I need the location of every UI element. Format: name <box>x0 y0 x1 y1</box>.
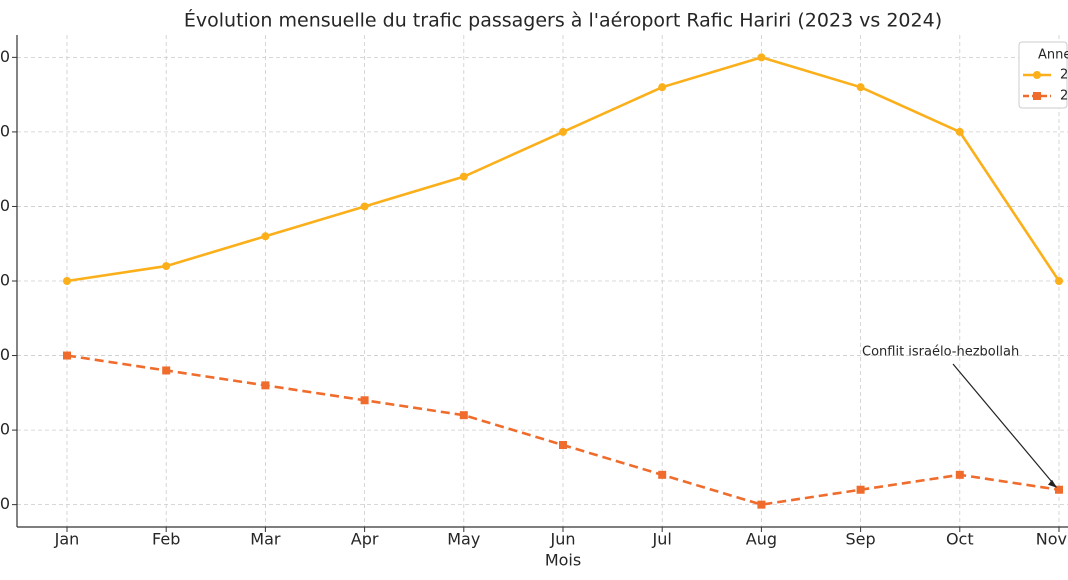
marker <box>559 127 567 136</box>
x-tick-label: Oct <box>946 530 974 549</box>
marker <box>856 83 865 92</box>
y-tick-label: 00 <box>0 494 10 513</box>
marker <box>261 232 270 241</box>
legend-marker <box>1033 92 1041 100</box>
y-tick-label: 00 <box>0 196 10 215</box>
marker <box>856 485 865 494</box>
marker <box>261 381 270 390</box>
marker <box>955 470 964 479</box>
legend-label: 2 <box>1060 68 1068 83</box>
annotation-arrow <box>952 363 1057 488</box>
x-tick-label: Jun <box>550 530 576 549</box>
marker <box>162 366 171 375</box>
x-tick-label: Feb <box>152 530 180 549</box>
marker <box>1055 485 1063 494</box>
marker <box>658 83 667 92</box>
x-tick-label: Aug <box>746 530 777 549</box>
x-axis-label: Mois <box>545 551 581 570</box>
marker <box>1055 277 1063 285</box>
arrow-head <box>1048 479 1057 488</box>
marker <box>955 127 964 136</box>
legend-label: 2 <box>1060 89 1068 104</box>
legend-marker <box>1033 71 1041 79</box>
y-tick-label: 0 <box>0 47 10 66</box>
marker <box>360 396 369 405</box>
marker <box>658 470 667 479</box>
x-tick-label: Jul <box>652 530 672 549</box>
x-tick-label: Apr <box>351 530 379 549</box>
annotation: Conflit israélo-hezbollah <box>862 345 1019 360</box>
legend-title: Anne <box>1038 48 1068 63</box>
x-tick-label: Sep <box>846 530 876 549</box>
marker <box>162 262 171 271</box>
marker <box>459 172 468 181</box>
marker <box>459 411 468 420</box>
x-tick-label: Nov <box>1036 530 1067 549</box>
chart-title: Évolution mensuelle du trafic passagers … <box>184 9 942 32</box>
x-tick-label: May <box>447 530 480 549</box>
marker <box>360 202 369 211</box>
x-tick-label: Mar <box>250 530 281 549</box>
y-tick-label: 0 <box>0 121 10 140</box>
y-tick-label: 0 <box>0 420 10 439</box>
marker <box>757 500 766 509</box>
marker <box>63 351 71 360</box>
marker <box>63 277 71 285</box>
x-tick-label: Jan <box>54 530 80 549</box>
marker <box>559 441 567 449</box>
marker <box>757 53 766 62</box>
y-tick-label: 0 <box>0 345 10 364</box>
y-tick-label: 0 <box>0 271 10 290</box>
